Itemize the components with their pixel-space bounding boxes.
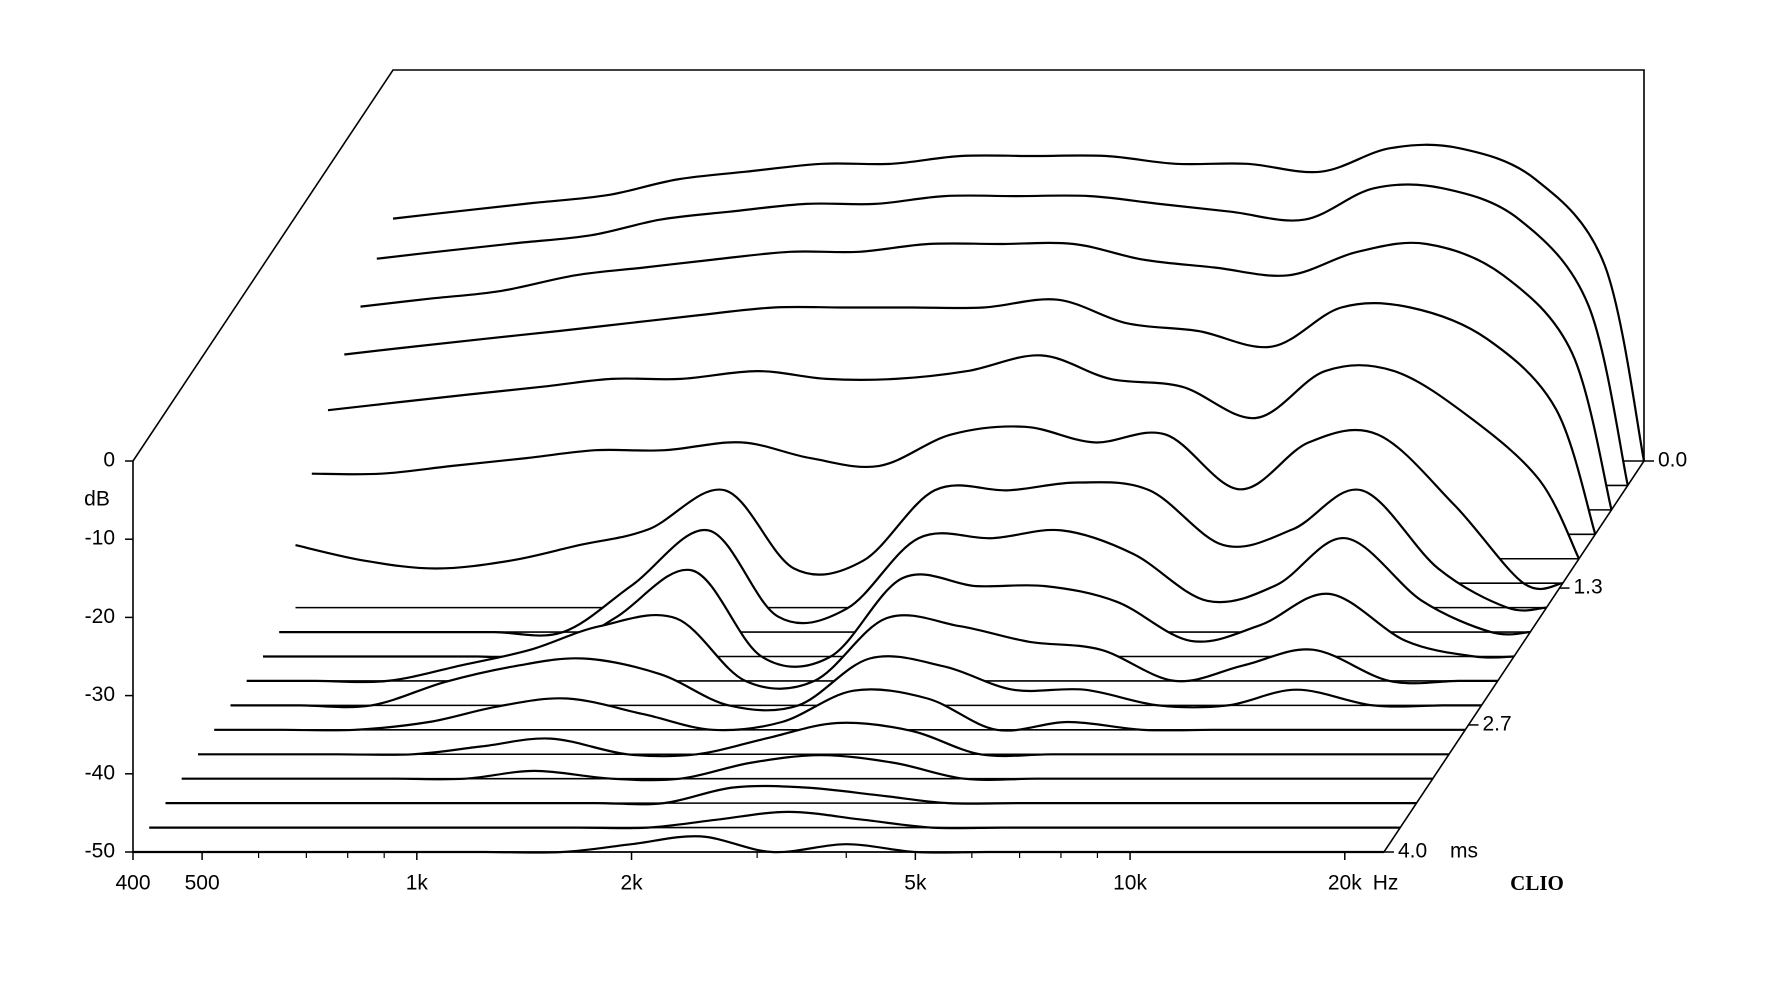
- z-tick-label: 2.7: [1483, 712, 1512, 735]
- x-tick-label: 1k: [406, 872, 429, 895]
- slice-curve: [246, 613, 1498, 690]
- slice-mask: [230, 656, 1482, 711]
- z-tick-label: 0.0: [1658, 449, 1687, 472]
- slice-curve: [198, 721, 1450, 758]
- slice-curve: [392, 143, 1646, 462]
- brand: CLIO: [1510, 871, 1564, 895]
- y-tick-label: 0: [103, 449, 115, 472]
- slice-curve: [181, 754, 1433, 782]
- x-tick-label: 10k: [1113, 872, 1147, 895]
- z-tick-label: 1.3: [1574, 576, 1603, 599]
- slice-curve: [149, 810, 1401, 830]
- slice-curve: [344, 298, 1597, 535]
- y-tick-label: -30: [85, 683, 115, 706]
- y-tick-label: -10: [85, 527, 115, 550]
- x-tick-label: 2k: [620, 872, 643, 895]
- y-tick-label: -20: [85, 605, 115, 628]
- slice-mask: [181, 755, 1433, 781]
- slice-curve: [327, 354, 1580, 560]
- slice-mask: [198, 722, 1449, 757]
- slice-curve: [311, 425, 1563, 591]
- z-tick-label: 4.0: [1398, 840, 1427, 863]
- x-tick-label: 5k: [904, 872, 927, 895]
- x-tick-label: 500: [185, 872, 220, 895]
- slice-curve: [376, 183, 1629, 486]
- slice-curve: [165, 784, 1417, 806]
- slice-curve: [214, 688, 1466, 732]
- x-tick-label: 400: [115, 872, 150, 895]
- y-tick-label: -40: [85, 761, 115, 784]
- slice-curve: [263, 568, 1515, 668]
- y-axis-label: dB: [84, 488, 110, 511]
- z-axis-label: ms: [1450, 840, 1478, 863]
- slice-curve: [295, 481, 1547, 612]
- slice-mask: [165, 785, 1417, 805]
- x-axis-label: Hz: [1373, 872, 1399, 895]
- slice-mask: [214, 689, 1466, 731]
- x-tick-label: 20k: [1328, 872, 1362, 895]
- y-tick-label: -50: [85, 840, 115, 863]
- slice-curve: [360, 241, 1613, 511]
- slice-mask: [149, 811, 1401, 829]
- slice-curve: [279, 528, 1531, 637]
- slice-curve: [230, 655, 1482, 712]
- slices: [133, 143, 1646, 854]
